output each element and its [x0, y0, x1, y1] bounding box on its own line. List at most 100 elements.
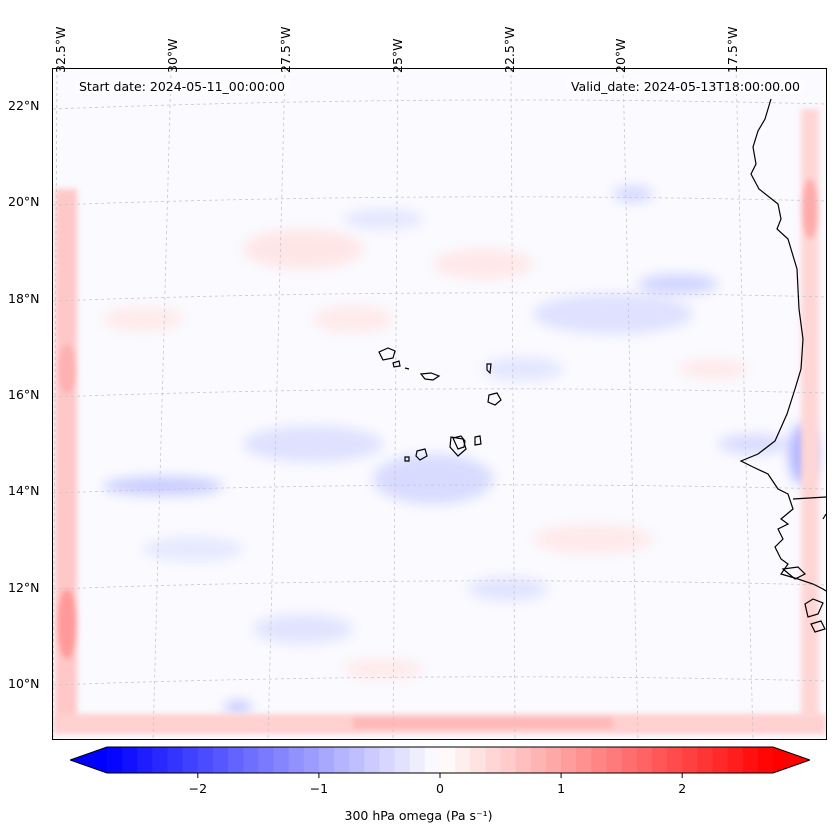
- field-blob-negative: [224, 702, 252, 712]
- field-blob-negative: [483, 357, 563, 381]
- island-fogo: [415, 448, 428, 461]
- field-blob-negative: [468, 577, 548, 601]
- field-blob-negative: [533, 294, 693, 334]
- colorbar-segment: [742, 747, 759, 773]
- parallel-22N: [53, 99, 826, 110]
- field-blob-positive: [678, 359, 748, 379]
- field-blob-negative: [253, 614, 353, 644]
- field-blob-positive: [243, 229, 363, 269]
- coastline-bijagos: [781, 566, 807, 580]
- colorbar-tick-label: 1: [557, 781, 565, 796]
- right-boundary-max: [802, 179, 818, 239]
- colorbar-segment: [409, 747, 426, 773]
- colorbar-segment: [334, 747, 350, 773]
- colorbar-segment: [757, 747, 774, 773]
- coastline-islands-south: [804, 598, 824, 618]
- colorbar-segment: [651, 747, 668, 773]
- colorbar-segment: [379, 747, 396, 773]
- colorbar-segment: [591, 747, 608, 773]
- parallel-20N: [53, 196, 826, 206]
- colorbar-segment: [318, 747, 335, 773]
- valid-date-label: Valid_date: 2024-05-13T18:00:00.00: [566, 79, 804, 94]
- colorbar-segments: [107, 747, 774, 773]
- colorbar-segment: [167, 747, 184, 773]
- coastline-gambia-inlet: [822, 513, 826, 520]
- colorbar-segment: [349, 747, 365, 773]
- parallel-18N: [53, 292, 826, 302]
- meridian-25W: [392, 69, 399, 739]
- colorbar-segment: [667, 747, 683, 773]
- field-blob-negative: [638, 274, 718, 294]
- colorbar: −2 −1 0 1 2: [70, 746, 810, 796]
- graticule: [53, 69, 826, 739]
- colorbar-segment: [288, 747, 305, 773]
- lat-label-22N: 22°N: [8, 98, 40, 113]
- island-brava: [404, 456, 410, 462]
- cape-verde-islands: [378, 347, 502, 462]
- colorbar-segment: [243, 747, 259, 773]
- colorbar-ticks: −2 −1 0 1 2: [189, 773, 686, 796]
- colorbar-tick-label: −2: [189, 781, 207, 796]
- colorbar-segment: [228, 747, 244, 773]
- island-sal: [486, 363, 492, 375]
- meridian-27-5W: [267, 69, 286, 739]
- field-blob-positive: [343, 659, 423, 679]
- bottom-boundary-max: [353, 717, 613, 729]
- colorbar-segment: [440, 747, 456, 773]
- lon-label-20W: 20°W: [613, 38, 628, 73]
- colorbar-segment: [515, 747, 532, 773]
- parallel-12N: [53, 580, 826, 590]
- colorbar-segment: [182, 747, 199, 773]
- colorbar-segment: [561, 747, 577, 773]
- meridian-32-5W: [53, 69, 58, 739]
- colorbar-tick-label: 2: [678, 781, 686, 796]
- colorbar-segment: [712, 747, 729, 773]
- colorbar-segment: [727, 747, 744, 773]
- left-boundary-max: [58, 344, 76, 394]
- colorbar-segment: [364, 747, 381, 773]
- island-santiago: [449, 436, 467, 457]
- meridian-22-5W: [510, 69, 516, 739]
- lat-label-14N: 14°N: [8, 483, 40, 498]
- colorbar-segment: [152, 747, 169, 773]
- map-panel: Start date: 2024-05-11_00:00:00 Valid_da…: [52, 68, 827, 740]
- colorbar-segment: [500, 747, 517, 773]
- island-maio-east: [474, 435, 482, 446]
- lon-label-32-5W: 32.5°W: [53, 26, 68, 73]
- colorbar-segment: [303, 747, 320, 773]
- african-coastline: [739, 98, 826, 633]
- boundary-zone: [53, 109, 826, 734]
- colorbar-segment: [606, 747, 623, 773]
- coastline-mauritania-senegal-guinea: [739, 98, 826, 592]
- lat-label-12N: 12°N: [8, 580, 40, 595]
- lon-label-25W: 25°W: [390, 38, 405, 73]
- colorbar-segment: [470, 747, 487, 773]
- colorbar-segment: [197, 747, 214, 773]
- colorbar-segment: [212, 747, 229, 773]
- colorbar-segment: [137, 747, 154, 773]
- omega-field-map: [53, 69, 826, 739]
- colorbar-outline: [70, 746, 810, 774]
- field-blob-negative: [373, 454, 493, 504]
- field-blob-negative: [343, 209, 423, 229]
- left-boundary-max: [57, 589, 77, 659]
- lat-label-10N: 10°N: [8, 676, 40, 691]
- field-blob-positive: [103, 307, 183, 331]
- colorbar-segment: [107, 747, 123, 773]
- coastline-islands-south2: [810, 620, 826, 633]
- colorbar-tick-label: 0: [436, 781, 444, 796]
- lat-label-20N: 20°N: [8, 194, 40, 209]
- lon-label-27-5W: 27.5°W: [278, 26, 293, 73]
- island-boa-vista: [487, 392, 502, 406]
- colorbar-extend-max: [773, 747, 810, 773]
- colorbar-segment: [424, 747, 441, 773]
- colorbar-segment: [258, 747, 275, 773]
- colorbar-segment: [485, 747, 502, 773]
- lon-label-17-5W: 17.5°W: [725, 26, 740, 73]
- colorbar-segment: [545, 747, 562, 773]
- field-blob-negative: [613, 186, 653, 202]
- meridian-30W: [152, 69, 172, 739]
- island-santa-luzia: [404, 367, 410, 370]
- island-santo-antao: [378, 347, 396, 361]
- colorbar-segment: [682, 747, 698, 773]
